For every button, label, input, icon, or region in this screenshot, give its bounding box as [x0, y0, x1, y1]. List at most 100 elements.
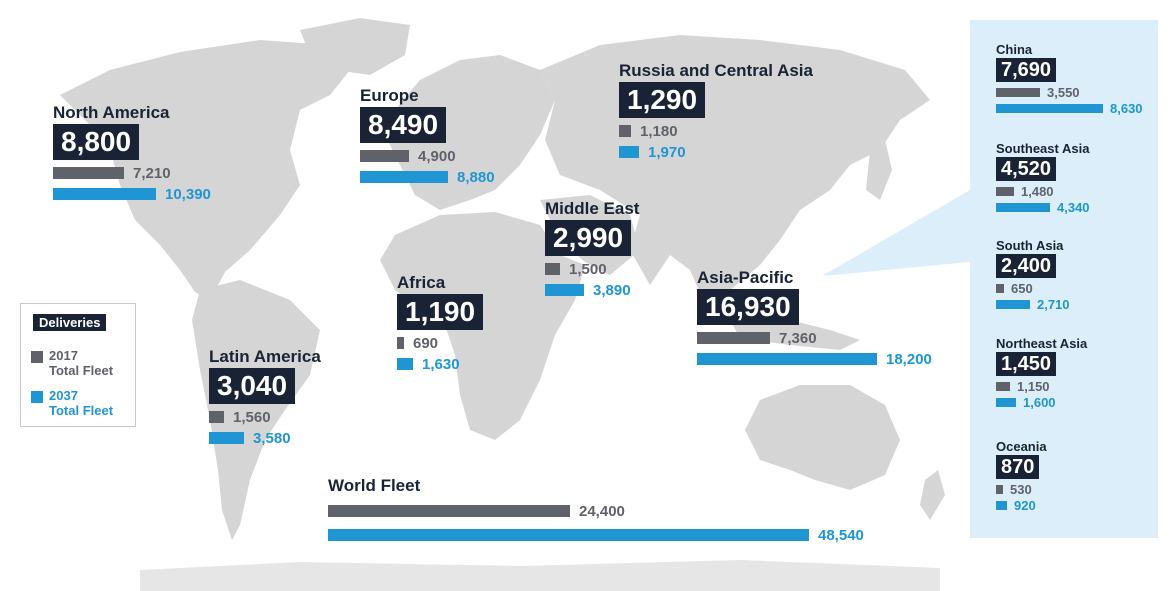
- bar-2017: [996, 186, 1014, 196]
- bar-2017: [397, 337, 404, 349]
- australia-landmass: [745, 385, 900, 490]
- world-label-2037: 48,540: [818, 526, 864, 544]
- region-latin-america: Latin America 3,040 1,560 3,580: [209, 347, 321, 447]
- region-europe: Europe 8,490 4,900 8,880: [360, 86, 495, 186]
- label-2037: 1,600: [1023, 394, 1056, 410]
- region-world-fleet: World Fleet 24,400 48,540: [328, 476, 864, 544]
- label-2037: 10,390: [165, 185, 211, 203]
- legend-2017-label: Total Fleet: [49, 363, 114, 378]
- label-2017: 1,180: [640, 122, 678, 140]
- label-2017: 3,550: [1047, 84, 1080, 100]
- bar-2017: [996, 87, 1040, 97]
- subregion-southeast-asia: Southeast Asia 4,520 1,480 4,340: [996, 141, 1090, 215]
- subregion-deliveries: 870: [996, 455, 1040, 479]
- bar-2017: [360, 150, 409, 162]
- bar-2017: [996, 484, 1003, 494]
- region-africa: Africa 1,190 690 1,630: [397, 273, 484, 373]
- label-2037: 2,710: [1037, 296, 1070, 312]
- south-america-landmass: [192, 280, 320, 540]
- subregion-name: Oceania: [996, 439, 1047, 454]
- subregion-deliveries: 2,400: [996, 254, 1057, 278]
- region-deliveries: 2,990: [545, 220, 632, 256]
- legend-item-2017: 2017 Total Fleet: [31, 348, 113, 378]
- bar-2037: [996, 103, 1103, 113]
- subregion-name: Northeast Asia: [996, 336, 1088, 351]
- legend-item-2037: 2037 Total Fleet: [31, 388, 113, 418]
- region-deliveries: 1,290: [619, 82, 706, 118]
- bar-2037: [996, 500, 1007, 510]
- asia-pacific-callout: [822, 190, 970, 276]
- bar-2017: [697, 332, 770, 344]
- subregion-oceania: Oceania 870 530 920: [996, 439, 1047, 513]
- region-name: Africa: [397, 273, 446, 292]
- legend-2037-label: Total Fleet: [49, 403, 114, 418]
- region-deliveries: 16,930: [697, 289, 799, 325]
- region-name: Middle East: [545, 199, 640, 218]
- label-2037: 920: [1014, 497, 1036, 513]
- world-name: World Fleet: [328, 476, 421, 495]
- world-bar-2017: [328, 505, 570, 517]
- legend-2037-year: 2037: [49, 388, 78, 403]
- region-deliveries: 8,490: [360, 107, 447, 143]
- bar-2037: [545, 284, 584, 296]
- subregion-deliveries: 7,690: [996, 58, 1057, 82]
- bar-2037: [53, 188, 156, 200]
- region-middle-east: Middle East 2,990 1,500 3,890: [545, 199, 640, 299]
- label-2017: 7,210: [133, 164, 171, 182]
- bar-2037: [996, 299, 1030, 309]
- subregion-name: Southeast Asia: [996, 141, 1090, 156]
- subregion-deliveries: 1,450: [996, 352, 1057, 376]
- bar-2017: [53, 167, 124, 179]
- antarctica-landmass: [140, 560, 940, 591]
- label-2017: 650: [1011, 280, 1033, 296]
- label-2017: 1,480: [1021, 183, 1054, 199]
- label-2037: 1,970: [648, 143, 686, 161]
- legend-swatch-2037: [31, 391, 43, 403]
- label-2037: 8,630: [1110, 100, 1143, 116]
- subregion-name: South Asia: [996, 238, 1064, 253]
- bar-2037: [397, 358, 413, 370]
- japan-landmass: [866, 140, 892, 200]
- region-deliveries: 8,800: [53, 124, 140, 160]
- label-2037: 8,880: [457, 168, 495, 186]
- world-label-2017: 24,400: [579, 502, 625, 520]
- subregion-china: China 7,690 3,550 8,630: [996, 42, 1143, 116]
- region-deliveries: 3,040: [209, 368, 296, 404]
- north-america-landmass: [60, 40, 350, 300]
- bar-2017: [996, 381, 1010, 391]
- bar-2037: [996, 202, 1050, 212]
- region-deliveries: 1,190: [397, 294, 484, 330]
- label-2017: 1,560: [233, 408, 271, 426]
- subregion-south-asia: South Asia 2,400 650 2,710: [996, 238, 1070, 312]
- label-2037: 4,340: [1057, 199, 1090, 215]
- label-2037: 18,200: [886, 350, 932, 368]
- label-2017: 1,500: [569, 260, 607, 278]
- label-2017: 530: [1010, 481, 1032, 497]
- world-bar-2037: [328, 529, 809, 541]
- label-2017: 1,150: [1017, 378, 1050, 394]
- subregion-name: China: [996, 42, 1033, 57]
- indonesia-landmass: [730, 320, 860, 350]
- label-2037: 3,580: [253, 429, 291, 447]
- bar-2017: [996, 283, 1004, 293]
- bar-2017: [209, 411, 224, 423]
- label-2037: 1,630: [422, 355, 460, 373]
- bar-2017: [545, 263, 560, 275]
- label-2017: 7,360: [779, 329, 817, 347]
- region-north-america: North America 8,800 7,210 10,390: [53, 103, 211, 203]
- region-name: Asia-Pacific: [697, 268, 794, 287]
- region-name: Latin America: [209, 347, 321, 366]
- asia-pacific-breakdown-panel: China 7,690 3,550 8,630 Southeast Asia 4…: [970, 20, 1158, 538]
- legend-swatch-2017: [31, 351, 43, 363]
- label-2017: 690: [413, 334, 439, 352]
- legend-2017-year: 2017: [49, 348, 78, 363]
- greenland-landmass: [300, 18, 410, 75]
- bar-2037: [619, 146, 639, 158]
- new-zealand-landmass: [920, 470, 945, 520]
- bar-2017: [619, 125, 631, 137]
- bar-2037: [360, 171, 448, 183]
- region-russia-central-asia: Russia and Central Asia 1,290 1,180 1,97…: [619, 61, 813, 161]
- label-2017: 4,900: [418, 147, 456, 165]
- bar-2037: [209, 432, 244, 444]
- bar-2037: [697, 353, 877, 365]
